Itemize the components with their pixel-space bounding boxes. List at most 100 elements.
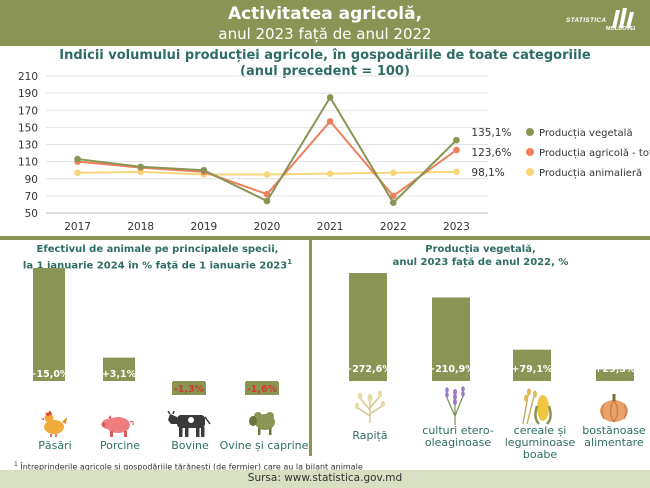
livestock-title-sup: 1 — [287, 258, 293, 266]
data-point — [263, 190, 271, 198]
data-point — [389, 169, 397, 177]
y-tick-label: 50 — [25, 208, 38, 220]
bar — [432, 297, 470, 381]
crop-chart-title: Producția vegetală, anul 2023 față de an… — [318, 243, 643, 269]
logo-bars-icon — [612, 8, 634, 28]
legend-marker — [526, 148, 534, 156]
x-tick-label: 2018 — [127, 221, 154, 233]
label-bostanoase-line2: alimentare — [584, 436, 644, 449]
pig-icon — [101, 415, 134, 437]
statistica-logo: STATISTICA MOLDOVEI — [566, 8, 646, 38]
legend-marker — [526, 128, 534, 136]
label-cereale-line1: cereale și — [513, 424, 567, 437]
bar-label-bg — [245, 382, 279, 395]
data-point — [74, 169, 81, 177]
bar — [513, 349, 551, 381]
label-bovine: Bovine — [171, 439, 209, 452]
y-tick-label: 110 — [18, 157, 38, 169]
y-tick-label: 190 — [18, 88, 38, 100]
data-point — [453, 146, 460, 154]
y-tick-label: 130 — [18, 140, 38, 152]
data-point — [74, 155, 81, 163]
bar-value-label: +210,9% — [427, 364, 475, 375]
line-chart: 50 70 90 110 130 150 170 190 210 2017 2018 2019 2020… — [18, 71, 650, 233]
bar — [103, 357, 135, 381]
label-cereale-line3: boabe — [522, 448, 558, 461]
legend-label: Producția agricolă - total — [539, 148, 650, 159]
cow-icon — [167, 410, 211, 437]
x-tick-label: 2017 — [64, 221, 91, 233]
x-tick-label: 2021 — [317, 221, 344, 233]
chicken-icon — [41, 411, 67, 437]
data-point — [389, 192, 397, 200]
bar — [596, 369, 634, 381]
data-point — [326, 94, 334, 101]
bar-value-label: +15,0% — [29, 369, 70, 380]
y-tick-label: 170 — [18, 105, 38, 117]
bar — [33, 268, 65, 381]
crop-title-line1: Producția vegetală, — [425, 244, 536, 255]
data-point — [200, 166, 208, 174]
y-tick-label: 90 — [25, 174, 38, 186]
bar-label-bg — [172, 382, 206, 395]
line-chart-subtitle: (anul precedent = 100) — [240, 64, 410, 79]
label-rapita: Rapiță — [352, 429, 388, 442]
main-subtitle: anul 2023 față de anul 2022 — [218, 25, 432, 43]
label-cereale-line2: leguminoase — [504, 436, 576, 449]
corn-wheat-icon — [522, 388, 552, 425]
legend-label: Producția vegetală — [539, 128, 633, 139]
label-bostanoase: bostănoase alimentare — [578, 425, 650, 449]
bar-value-label: -1,3% — [174, 384, 205, 395]
horizontal-divider — [0, 236, 650, 240]
crop-title-line2: anul 2023 față de anul 2022, % — [392, 257, 569, 268]
bar-value-label: +79,1% — [512, 364, 553, 375]
bar — [349, 273, 387, 381]
livestock-bar-chart: +15,0% +3,1% -1,3% -1,6% — [29, 268, 279, 395]
legend-label: Producția animalieră — [539, 168, 642, 179]
bar-value-label: -1,6% — [247, 384, 278, 395]
x-tick-label: 2023 — [443, 221, 470, 233]
source-text: Sursa: www.statistica.gov.md — [247, 472, 403, 484]
label-pasari: Păsări — [38, 439, 72, 452]
lavender-icon — [445, 386, 465, 425]
label-culturi-etero: culturi etero- oleaginoase — [418, 425, 498, 449]
bar-value-label: +272,6% — [344, 364, 392, 375]
livestock-title-line2: la 1 ianuarie 2024 în % față de 1 ianuar… — [22, 260, 288, 272]
header-bar: Activitatea agricolă, anul 2023 față de … — [0, 0, 650, 46]
data-point — [453, 136, 460, 144]
source-bar — [0, 470, 650, 488]
data-point — [263, 171, 271, 178]
logo-text-top: STATISTICA — [566, 17, 607, 24]
data-point — [326, 118, 334, 125]
bar-value-label: +3,1% — [102, 369, 137, 380]
label-bostanoase-line1: bostănoase — [582, 424, 646, 437]
legend-marker — [526, 168, 534, 176]
logo-text-bottom: MOLDOVEI — [606, 26, 636, 32]
x-tick-label: 2020 — [254, 221, 281, 233]
footnote-sup: 1 — [14, 461, 18, 468]
data-point — [453, 168, 460, 176]
y-tick-label: 210 — [18, 71, 38, 83]
x-tick-label: 2022 — [380, 221, 407, 233]
livestock-title-line1: Efectivul de animale pe principalele spe… — [36, 244, 279, 255]
line-chart-title: Indicii volumului producției agricole, î… — [59, 48, 591, 63]
vertical-divider — [309, 240, 312, 456]
main-title: Activitatea agricolă, — [227, 4, 423, 24]
footnote-text: Întreprinderile agricole și gospodăriile… — [20, 462, 363, 472]
livestock-chart-title: Efectivul de animale pe principalele spe… — [10, 243, 305, 272]
pumpkin-icon — [600, 394, 628, 423]
label-porcine: Porcine — [99, 439, 141, 452]
label-culturi-line1: culturi etero- — [422, 424, 494, 437]
footnote: 1 Întreprinderile agricole și gospodării… — [14, 461, 363, 472]
label-culturi-line2: oleaginoase — [424, 436, 492, 449]
bar-value-label: +29,3% — [595, 364, 636, 375]
rapeseed-icon — [354, 390, 386, 423]
x-tick-label: 2019 — [190, 221, 217, 233]
data-point — [389, 199, 397, 207]
data-point — [326, 170, 334, 177]
end-value-label: 123,6% — [471, 147, 511, 159]
sheep-icon — [249, 412, 275, 435]
end-value-label: 98,1% — [471, 167, 504, 179]
